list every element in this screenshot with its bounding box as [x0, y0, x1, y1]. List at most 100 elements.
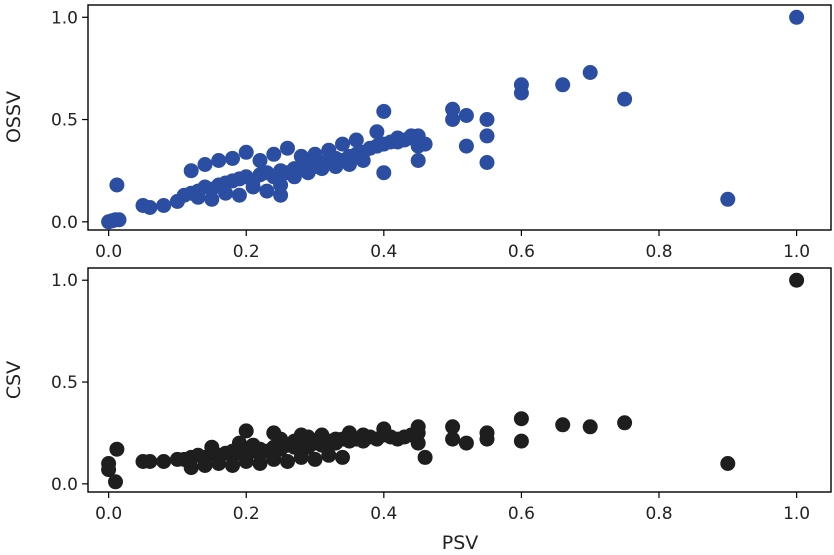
csv-x-tick-label: 0.4: [370, 504, 397, 524]
ossv-data-point: [314, 161, 330, 177]
ossv-data-point: [341, 157, 357, 172]
csv-data-point: [211, 456, 227, 471]
csv-data-point: [293, 449, 309, 465]
csv-data-point: [513, 411, 529, 427]
ossv-data-point: [142, 200, 158, 215]
ossv-data-point: [458, 138, 474, 154]
ossv-data-point: [789, 9, 805, 25]
ossv-data-point: [111, 212, 127, 228]
ossv-y-tick-label: 1.0: [51, 8, 78, 28]
ossv-data-point: [582, 65, 598, 80]
csv-x-tick-label: 0.6: [508, 504, 535, 524]
csv-data-point: [720, 456, 736, 471]
csv-data-point: [197, 458, 213, 473]
csv-y-axis-label: CSV: [3, 361, 25, 399]
csv-data-point: [231, 435, 247, 451]
ossv-data-point: [197, 157, 213, 172]
ossv-data-point: [109, 177, 125, 193]
ossv-data-point: [307, 146, 323, 162]
csv-data-point: [555, 417, 571, 433]
ossv-x-tick-label: 0.0: [95, 242, 122, 262]
csv-data-point: [225, 458, 240, 473]
csv-data-point: [245, 437, 261, 453]
csv-data-point: [238, 454, 254, 469]
ossv-x-tick-label: 0.8: [645, 242, 672, 262]
ossv-x-tick-label: 0.6: [508, 242, 535, 262]
csv-data-point: [479, 431, 495, 447]
ossv-data-point: [245, 179, 261, 195]
ossv-x-tick-label: 0.4: [370, 242, 397, 262]
ossv-data-point: [390, 134, 406, 150]
ossv-data-point: [617, 91, 633, 107]
csv-x-tick-label: 1.0: [783, 504, 810, 524]
csv-data-point: [266, 451, 282, 467]
csv-data-point: [328, 431, 344, 447]
ossv-data-point: [513, 85, 529, 101]
ossv-data-point: [190, 189, 206, 205]
ossv-x-tick-label: 0.2: [233, 242, 260, 262]
ossv-data-point: [445, 112, 461, 127]
ossv-data-point: [231, 187, 247, 203]
csv-data-point: [238, 423, 254, 439]
csv-data-point: [445, 431, 461, 447]
csv-data-point: [335, 449, 350, 465]
ossv-data-point: [183, 163, 199, 179]
ossv-data-point: [211, 153, 227, 168]
csv-data-point: [293, 427, 309, 443]
ossv-data-point: [376, 103, 392, 119]
csv-data-point: [417, 449, 433, 465]
ossv-data-point: [458, 108, 474, 123]
csv-data-point: [513, 433, 529, 449]
ossv-axis-ticks: 0.0 0.2 0.4 0.6 0.8 1.0 0.0 0.5 1.0: [51, 8, 810, 262]
ossv-data-point: [286, 169, 302, 185]
csv-data-point: [280, 454, 295, 469]
ossv-data-point: [479, 112, 495, 127]
csv-data-point: [204, 439, 220, 455]
csv-y-tick-label: 0.0: [51, 475, 78, 495]
ossv-x-tick-label: 1.0: [783, 242, 810, 262]
ossv-data-point: [293, 148, 309, 164]
csv-data-point: [617, 415, 633, 431]
csv-data-point: [341, 425, 357, 441]
ossv-data-point: [479, 155, 495, 170]
csv-data-point: [458, 435, 474, 451]
ossv-data-point: [321, 142, 337, 158]
ossv-data-point: [225, 150, 240, 166]
ossv-data-point: [417, 136, 433, 152]
ossv-data-point: [300, 165, 316, 181]
csv-data-point: [108, 474, 123, 490]
csv-data-point: [355, 427, 371, 443]
csv-data-point: [183, 460, 199, 476]
csv-x-tick-label: 0.2: [233, 504, 260, 524]
csv-data-point: [307, 451, 323, 467]
csv-data-point: [142, 454, 158, 469]
ossv-data-point: [156, 198, 172, 213]
ossv-data-point: [348, 132, 364, 148]
csv-x-tick-label: 0.8: [645, 504, 672, 524]
csv-data-points: [101, 272, 805, 490]
ossv-data-point: [204, 191, 220, 207]
ossv-data-point: [273, 187, 289, 203]
csv-data-point: [314, 427, 330, 443]
ossv-data-point: [218, 185, 234, 201]
ossv-y-tick-label: 0.0: [51, 213, 78, 233]
csv-x-tick-label: 0.0: [95, 504, 122, 524]
csv-data-point: [156, 454, 172, 469]
ossv-data-point: [335, 136, 350, 152]
ossv-data-point: [376, 165, 392, 181]
ossv-data-point: [555, 77, 571, 93]
csv-data-point: [445, 419, 461, 435]
csv-y-tick-label: 1.0: [51, 271, 78, 291]
csv-data-point: [266, 425, 282, 441]
csv-data-point: [789, 272, 805, 288]
csv-data-point: [410, 435, 426, 451]
csv-data-point: [252, 456, 268, 471]
ossv-data-point: [259, 183, 275, 199]
csv-data-point: [376, 421, 392, 437]
csv-plot-frame: [87, 267, 832, 493]
ossv-data-point: [355, 153, 371, 168]
ossv-scatter-panel: 0.0 0.2 0.4 0.6 0.8 1.0 0.0 0.5 1.0 OSSV: [3, 4, 832, 262]
csv-data-point: [582, 419, 598, 435]
ossv-data-point: [238, 144, 254, 160]
